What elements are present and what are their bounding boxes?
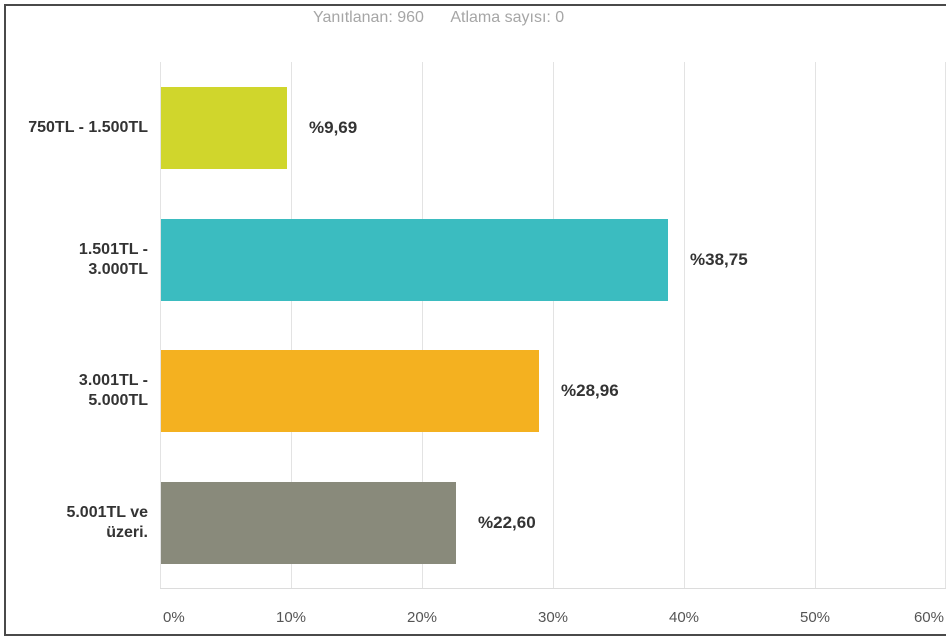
value-label-5001tl-and-above: %22,60 xyxy=(478,513,536,533)
chart-frame xyxy=(4,4,946,636)
bar-3001tl-5000tl[interactable] xyxy=(161,350,539,432)
gridline-20pct xyxy=(422,62,423,589)
response-summary: Yanıtlanan: 960 Atlama sayısı: 0 xyxy=(313,8,564,28)
category-label-1501tl-3000tl: 1.501TL - 3.000TL xyxy=(78,240,148,278)
gridline-0pct xyxy=(160,62,161,589)
answered-count: Yanıtlanan: 960 xyxy=(313,9,424,26)
value-label-1501tl-3000tl: %38,75 xyxy=(690,249,748,269)
x-tick-label-30pct: 30% xyxy=(537,609,569,626)
x-tick-label-50pct: 50% xyxy=(799,609,831,626)
x-tick-label-10pct: 10% xyxy=(275,609,307,626)
x-tick-label-20pct: 20% xyxy=(406,609,438,626)
gridline-50pct xyxy=(815,62,816,589)
bar-1501tl-3000tl[interactable] xyxy=(161,219,668,301)
x-tick-label-40pct: 40% xyxy=(668,609,700,626)
skipped-count: Atlama sayısı: 0 xyxy=(450,9,565,26)
gridline-30pct xyxy=(553,62,554,589)
bar-750tl-1500tl[interactable] xyxy=(161,87,287,169)
category-label-3001tl-5000tl: 3.001TL - 5.000TL xyxy=(78,372,148,410)
value-label-3001tl-5000tl: %28,96 xyxy=(561,381,619,401)
category-label-5001tl-and-above: 5.001TL ve üzeri. xyxy=(66,504,148,542)
value-label-750tl-1500tl: %9,69 xyxy=(309,117,358,137)
category-label-750tl-1500tl: 750TL - 1.500TL xyxy=(28,118,148,136)
x-tick-label-0pct: 0% xyxy=(163,609,185,626)
x-axis-line xyxy=(160,588,946,589)
x-tick-label-60pct: 60% xyxy=(913,609,944,626)
bar-5001tl-and-above[interactable] xyxy=(161,482,456,564)
gridline-40pct xyxy=(684,62,685,589)
gridline-10pct xyxy=(291,62,292,589)
